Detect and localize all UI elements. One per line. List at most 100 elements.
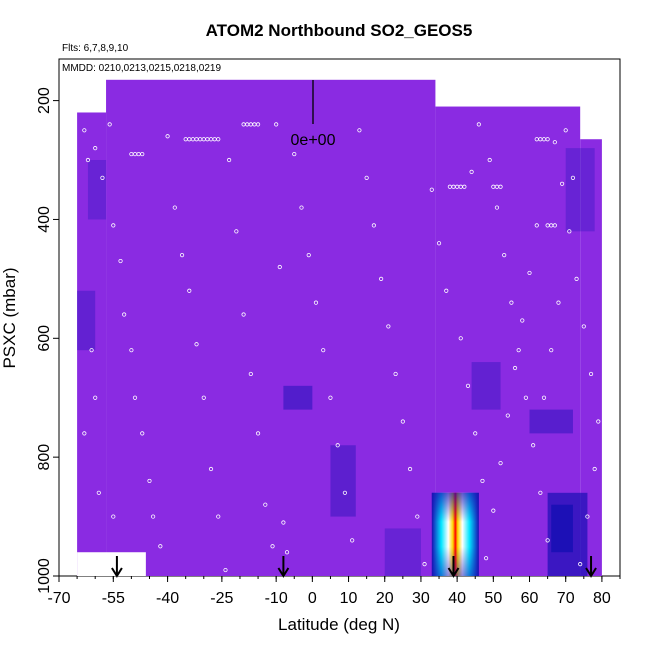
x-tick-label: 60 bbox=[521, 590, 539, 607]
sample-point bbox=[556, 300, 561, 305]
sample-point bbox=[458, 336, 463, 341]
sample-point bbox=[502, 253, 507, 258]
dates-label: MMDD: 0210,0213,0215,0218,0219 bbox=[62, 63, 221, 74]
y-axis: 200 400 600 800 1000 bbox=[36, 87, 59, 594]
sample-point bbox=[585, 514, 590, 519]
enhancement-cell bbox=[87, 160, 107, 220]
heatmap-layer bbox=[77, 79, 602, 577]
sample-point bbox=[107, 122, 112, 127]
sample-point bbox=[422, 562, 427, 567]
sample-point bbox=[147, 478, 152, 484]
sample-point bbox=[473, 431, 478, 436]
sample-point bbox=[516, 348, 521, 353]
plume-arrows-layer bbox=[111, 556, 597, 578]
enhancement-cell bbox=[330, 445, 356, 517]
enhancement-cell bbox=[529, 409, 573, 434]
envelope-band bbox=[580, 139, 602, 577]
no-data-region bbox=[77, 552, 146, 576]
sample-point bbox=[194, 342, 199, 347]
x-tick-label: 20 bbox=[376, 590, 394, 607]
sample-point bbox=[179, 253, 185, 258]
sample-point bbox=[400, 419, 405, 424]
arrow-head bbox=[277, 567, 290, 578]
sample-point bbox=[407, 466, 413, 472]
sample-point bbox=[78, 104, 83, 109]
sample-point bbox=[111, 514, 116, 519]
sample-point bbox=[122, 312, 127, 317]
sample-point bbox=[462, 184, 467, 189]
sample-point bbox=[465, 383, 471, 388]
sample-point bbox=[596, 419, 601, 424]
sample-point bbox=[263, 502, 268, 507]
x-tick-label: 40 bbox=[448, 590, 466, 607]
enhancement-cell bbox=[565, 148, 595, 232]
x-tick-label: 0 bbox=[308, 590, 317, 607]
enhancement-cell bbox=[471, 362, 501, 410]
sample-point bbox=[227, 157, 232, 163]
envelope-band bbox=[77, 112, 107, 576]
sample-point bbox=[444, 288, 449, 293]
sample-point bbox=[578, 562, 583, 567]
sample-point bbox=[592, 466, 597, 472]
sample-point bbox=[364, 175, 369, 180]
sample-point bbox=[469, 169, 474, 175]
sample-point bbox=[534, 223, 539, 228]
sample-point bbox=[523, 395, 528, 400]
sample-point bbox=[498, 184, 503, 189]
plume-vertical-shading bbox=[431, 492, 479, 576]
sample-point bbox=[100, 92, 105, 97]
flights-label: Flts: 6,7,8,9,10 bbox=[62, 43, 129, 54]
x-tick-label: -55 bbox=[102, 590, 125, 607]
sample-point bbox=[151, 514, 156, 519]
sample-point bbox=[436, 241, 442, 246]
enhancement-cell bbox=[384, 528, 421, 576]
x-tick-label: -70 bbox=[47, 590, 70, 607]
sample-point bbox=[520, 318, 525, 323]
sample-point bbox=[512, 365, 518, 371]
sample-point bbox=[527, 270, 532, 276]
sample-point bbox=[538, 490, 543, 495]
sample-point bbox=[96, 490, 101, 495]
x-tick-label: 70 bbox=[557, 590, 575, 607]
sample-point bbox=[255, 122, 261, 127]
sample-point bbox=[350, 538, 355, 543]
y-tick-label: 800 bbox=[36, 444, 53, 471]
sample-point bbox=[270, 544, 275, 549]
sample-point bbox=[208, 466, 214, 472]
sample-point bbox=[552, 223, 557, 228]
sample-point bbox=[129, 348, 134, 353]
colorscale-reference-label: 0e+00 bbox=[291, 132, 336, 149]
sample-point bbox=[480, 478, 485, 484]
sample-point bbox=[483, 556, 489, 561]
arrow-head bbox=[585, 567, 597, 578]
sample-point bbox=[100, 175, 105, 180]
sample-point bbox=[429, 187, 434, 192]
x-axis: -70 -55 -40 -25 -10 0 10 20 30 40 50 60 70 80 bbox=[47, 576, 621, 607]
sample-point bbox=[581, 324, 586, 329]
sample-point bbox=[476, 122, 481, 127]
sample-point bbox=[505, 413, 510, 418]
x-tick-label: -40 bbox=[156, 590, 179, 607]
sample-point bbox=[379, 276, 384, 281]
sample-point bbox=[335, 443, 340, 448]
sample-point bbox=[85, 157, 91, 163]
sample-point bbox=[509, 300, 514, 305]
sample-point bbox=[552, 140, 557, 145]
sample-point bbox=[386, 324, 391, 329]
sample-point bbox=[570, 175, 576, 180]
sample-point bbox=[549, 348, 554, 353]
sample-point bbox=[487, 157, 492, 163]
sample-point bbox=[172, 205, 177, 210]
sample-point bbox=[140, 431, 145, 436]
sample-point bbox=[223, 567, 228, 573]
y-tick-label: 400 bbox=[36, 206, 53, 233]
envelope-band bbox=[106, 79, 436, 576]
enhancement-cell bbox=[283, 385, 313, 410]
sample-point bbox=[545, 137, 550, 142]
sample-point bbox=[158, 544, 163, 549]
enhancement-cell bbox=[77, 290, 96, 351]
sample-point bbox=[563, 128, 568, 133]
sample-point bbox=[82, 128, 87, 133]
x-tick-label: -10 bbox=[265, 590, 288, 607]
sample-point bbox=[313, 300, 319, 305]
